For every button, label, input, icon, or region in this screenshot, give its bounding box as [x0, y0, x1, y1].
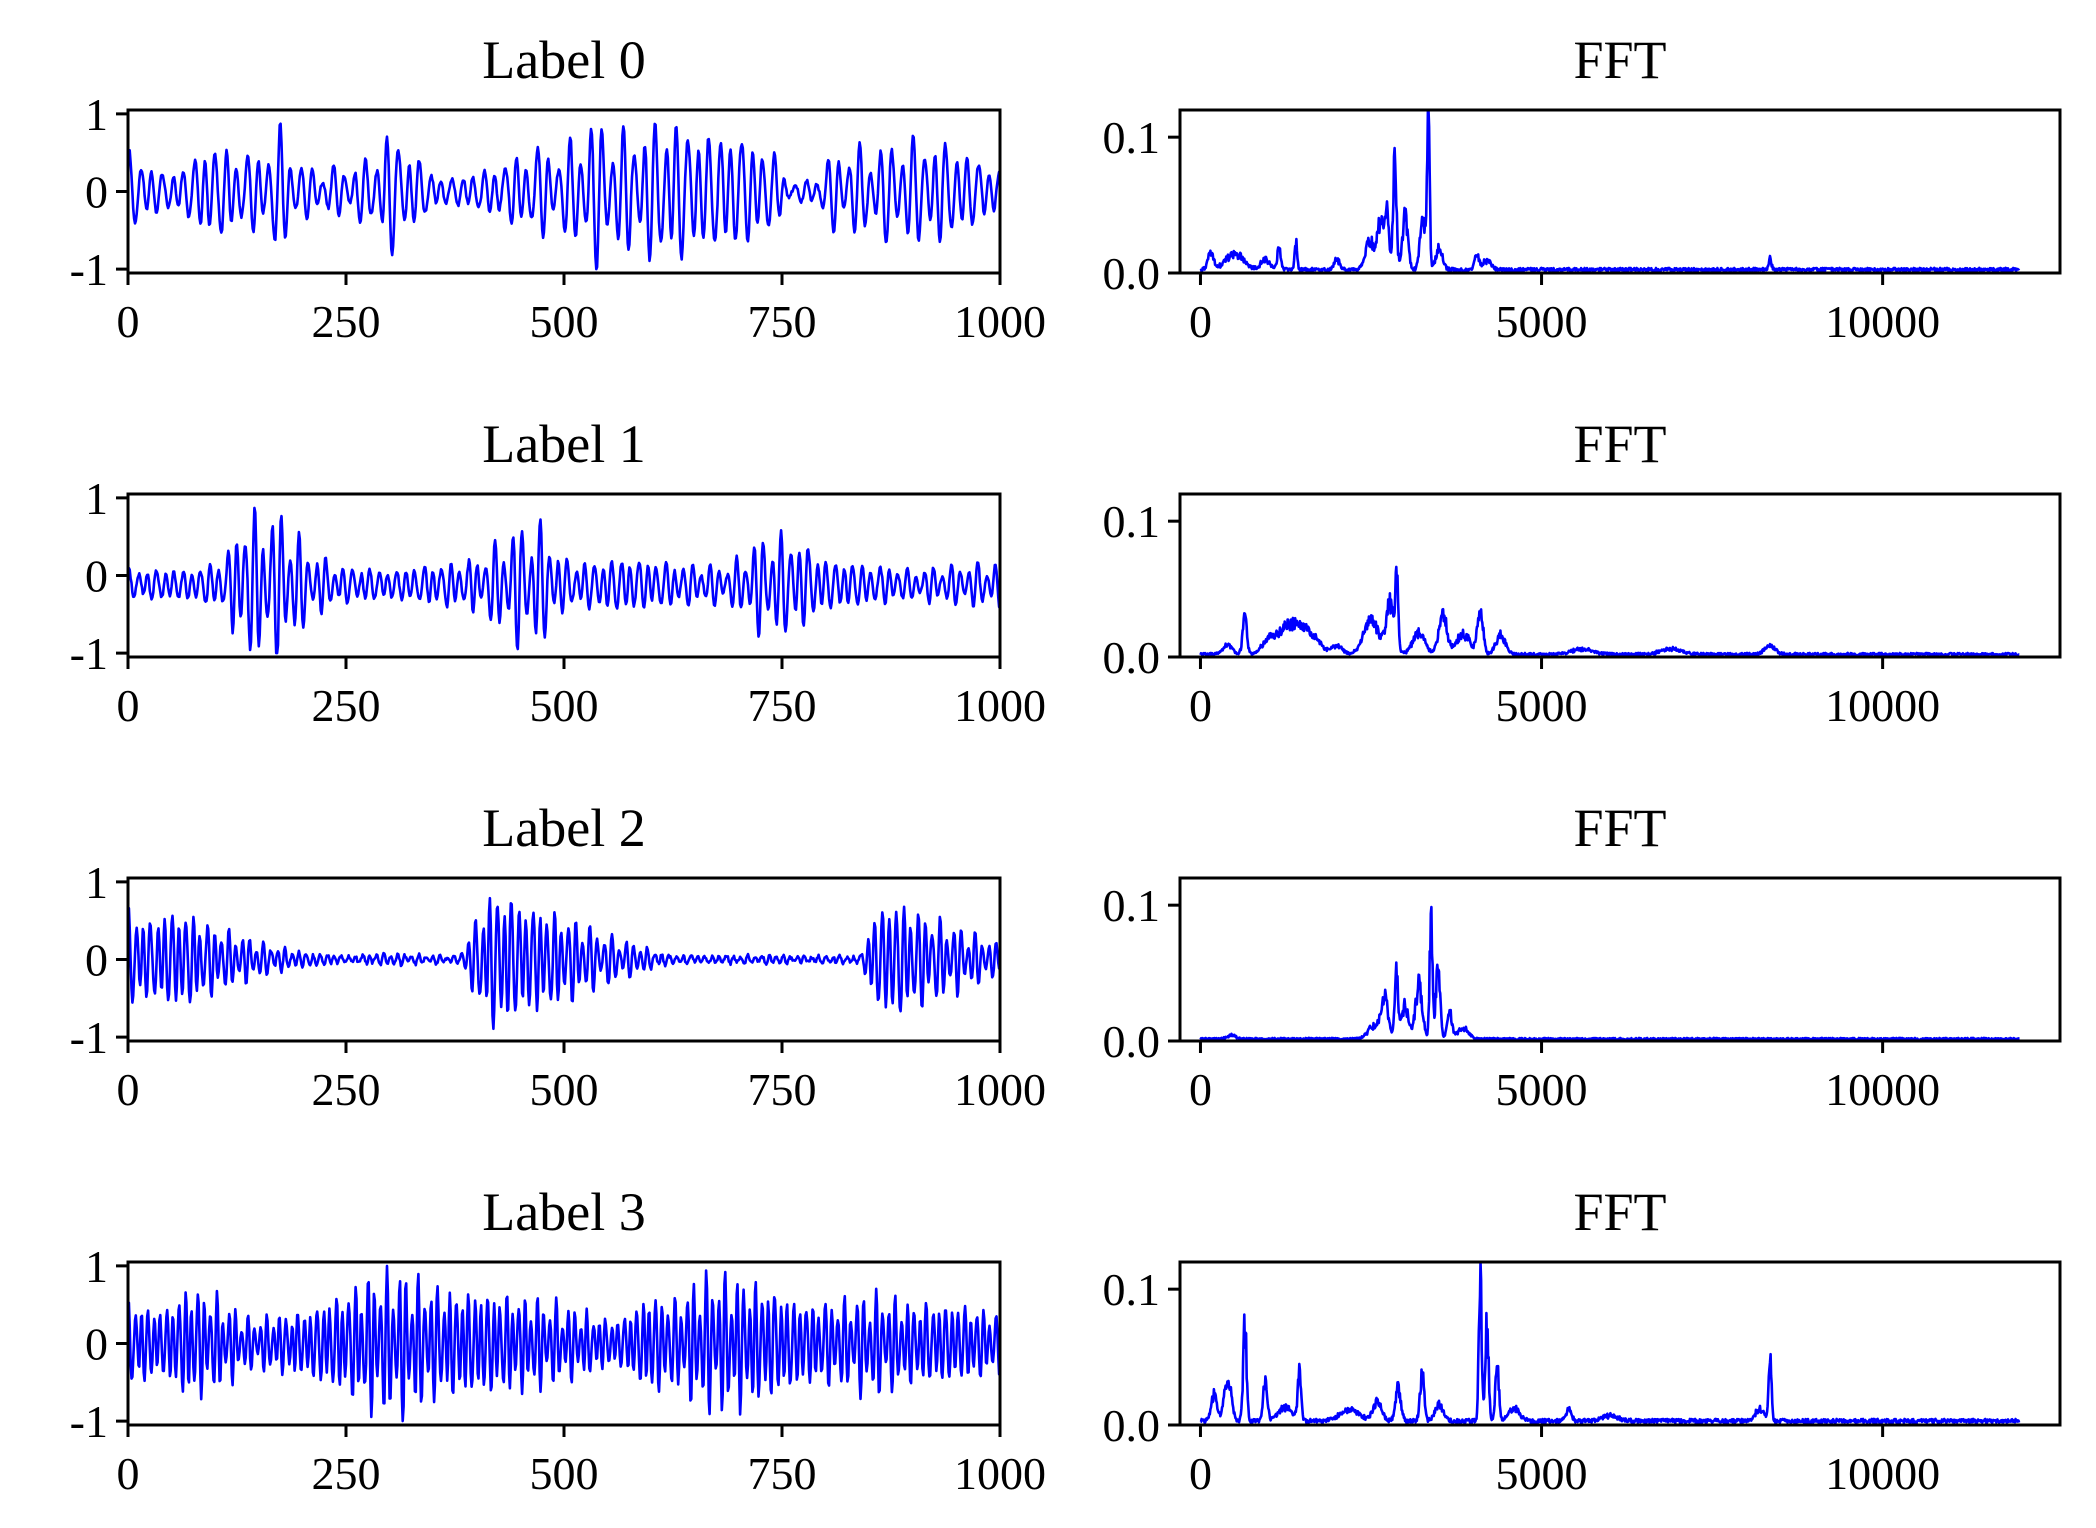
x-tick-label: 0	[117, 680, 140, 731]
x-tick-label: 0	[1189, 296, 1212, 347]
subplot-title: Label 0	[482, 30, 645, 90]
spectrum-line	[1199, 565, 2020, 657]
y-tick-label: 0.1	[1103, 880, 1161, 931]
x-tick-label: 10000	[1825, 296, 1940, 347]
x-tick-label: 10000	[1825, 1064, 1940, 1115]
x-tick-label: 0	[117, 1448, 140, 1499]
axes-frame	[1178, 108, 2062, 275]
x-tick-label: 0	[117, 296, 140, 347]
x-tick-label: 5000	[1496, 680, 1588, 731]
signal-line	[126, 122, 1002, 271]
spectrum-line	[1199, 1260, 2021, 1425]
x-tick-label: 500	[530, 1064, 599, 1115]
x-tick-label: 10000	[1825, 1448, 1940, 1499]
axes-frame	[1178, 492, 2062, 659]
axes-frame	[1178, 1260, 2062, 1427]
y-tick-label: 0	[85, 935, 108, 986]
y-tick-label: 0.0	[1103, 248, 1161, 299]
spectrum-line	[1199, 108, 2021, 273]
x-tick-label: 0	[117, 1064, 140, 1115]
x-tick-label: 1000	[954, 1064, 1046, 1115]
spectrum-line	[1199, 905, 2020, 1042]
subplot-title: FFT	[1573, 30, 1666, 90]
x-tick-label: 750	[748, 1448, 817, 1499]
x-tick-label: 500	[530, 1448, 599, 1499]
x-tick-label: 5000	[1496, 296, 1588, 347]
y-tick-label: 0	[85, 551, 108, 602]
x-tick-label: 500	[530, 296, 599, 347]
subplot-title: Label 2	[482, 798, 645, 858]
y-tick-label: 0.0	[1103, 632, 1161, 683]
x-tick-label: 0	[1189, 680, 1212, 731]
x-tick-label: 5000	[1496, 1448, 1588, 1499]
subplot-title: FFT	[1573, 798, 1666, 858]
signal-line	[126, 1264, 1002, 1423]
x-tick-label: 1000	[954, 680, 1046, 731]
subplot-title: Label 3	[482, 1182, 645, 1242]
x-tick-label: 250	[312, 1064, 381, 1115]
subplot-title: FFT	[1573, 414, 1666, 474]
y-tick-label: 0.1	[1103, 496, 1161, 547]
x-tick-label: 250	[312, 296, 381, 347]
signal-line	[126, 506, 1002, 655]
x-tick-label: 5000	[1496, 1064, 1588, 1115]
y-tick-label: 1	[85, 473, 108, 524]
y-tick-label: 1	[85, 857, 108, 908]
y-tick-label: 0.0	[1103, 1016, 1161, 1067]
y-tick-label: 0	[85, 167, 108, 218]
x-tick-label: 0	[1189, 1448, 1212, 1499]
x-tick-label: 750	[748, 296, 817, 347]
subplot-5: FFT 0 5000 10000 0.1 0.0	[1103, 798, 2062, 1115]
x-tick-label: 750	[748, 1064, 817, 1115]
subplot-1: FFT 0 5000 10000 0.1 0.0	[1103, 30, 2062, 347]
y-tick-label: 0.0	[1103, 1400, 1161, 1451]
subplot-7: FFT 0 5000 10000 0.1 0.0	[1103, 1182, 2062, 1499]
y-tick-label: 1	[85, 1241, 108, 1292]
y-tick-label: 0.1	[1103, 1264, 1161, 1315]
subplot-title: Label 1	[482, 414, 645, 474]
y-tick-label: 1	[85, 89, 108, 140]
x-tick-label: 750	[748, 680, 817, 731]
x-tick-label: 500	[530, 680, 599, 731]
signal-line	[126, 896, 1002, 1031]
x-tick-label: 1000	[954, 296, 1046, 347]
subplot-3: FFT 0 5000 10000 0.1 0.0	[1103, 414, 2062, 731]
x-tick-label: 0	[1189, 1064, 1212, 1115]
subplot-title: FFT	[1573, 1182, 1666, 1242]
y-tick-label: -1	[70, 1012, 108, 1063]
x-tick-label: 250	[312, 680, 381, 731]
x-tick-label: 250	[312, 1448, 381, 1499]
y-tick-label: -1	[70, 1396, 108, 1447]
axes-frame	[1178, 876, 2062, 1043]
y-tick-label: -1	[70, 628, 108, 679]
y-tick-label: 0.1	[1103, 112, 1161, 163]
y-tick-label: 0	[85, 1319, 108, 1370]
x-tick-label: 1000	[954, 1448, 1046, 1499]
y-tick-label: -1	[70, 244, 108, 295]
x-tick-label: 10000	[1825, 680, 1940, 731]
